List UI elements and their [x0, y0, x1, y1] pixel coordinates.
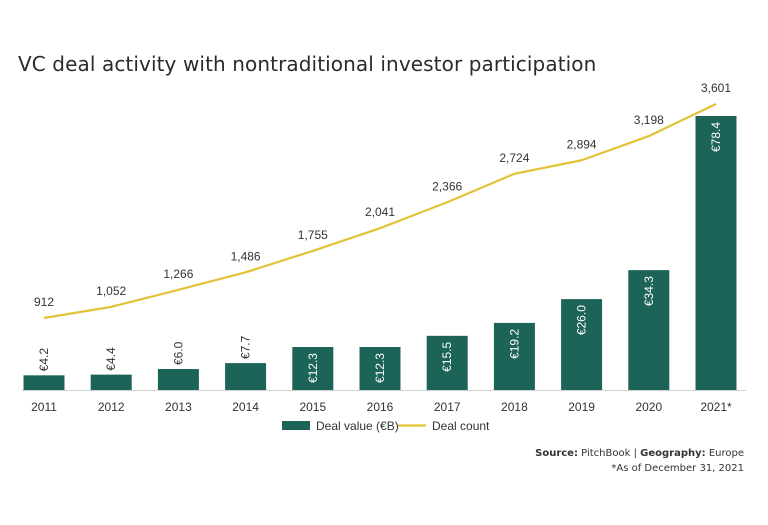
x-axis-tick-labels: 2011 2012 2013 2014 2015 2016 2017 2018 2019 2020… [31, 400, 732, 414]
bar-value-label: €78.4 [709, 122, 723, 152]
bar-value-label: €12.3 [306, 353, 320, 383]
line-series [43, 103, 717, 320]
bar-series [23, 116, 737, 390]
bar [90, 374, 132, 390]
line-value-label: 1,052 [96, 284, 126, 298]
chart-title: VC deal activity with nontraditional inv… [18, 52, 597, 76]
line-value-label: 3,601 [701, 81, 731, 95]
x-tick-label: 2018 [501, 400, 528, 414]
bar [23, 375, 65, 390]
bar [561, 299, 603, 390]
bar-value-label: €34.3 [642, 276, 656, 306]
x-tick-label: 2017 [434, 400, 461, 414]
line-value-label: 2,894 [567, 137, 597, 151]
source-line: Source: PitchBook | Geography: Europe [535, 448, 744, 459]
line-value-label: 2,041 [365, 205, 395, 219]
line-value-label: 912 [34, 295, 54, 309]
x-tick-label: 2020 [635, 400, 662, 414]
x-tick-label: 2013 [165, 400, 192, 414]
x-tick-label: 2014 [232, 400, 259, 414]
deal-count-line [43, 103, 717, 320]
bar [292, 347, 334, 390]
line-value-label: 1,755 [298, 228, 328, 242]
line-value-label: 2,724 [499, 151, 529, 165]
bar [359, 347, 401, 390]
line-value-label: 1,266 [163, 267, 193, 281]
legend-line-label: Deal count [432, 419, 490, 433]
bar-value-label: €7.7 [239, 335, 253, 359]
bar [493, 322, 535, 390]
bar [628, 270, 670, 390]
x-tick-label: 2021* [700, 400, 732, 414]
line-value-labels: 912 1,052 1,266 1,486 1,755 2,041 2,366 2,724 2,… [34, 81, 731, 309]
x-tick-label: 2019 [568, 400, 595, 414]
line-value-label: 2,366 [432, 179, 462, 193]
bar [225, 363, 267, 390]
bar-value-label: €4.4 [104, 347, 118, 371]
x-tick-label: 2011 [31, 400, 57, 414]
bar [157, 369, 199, 390]
legend: Deal value (€B) Deal count [282, 419, 490, 433]
footnote: *As of December 31, 2021 [611, 463, 744, 474]
legend-bar-label: Deal value (€B) [316, 419, 399, 433]
bar [695, 116, 737, 390]
line-value-label: 3,198 [634, 113, 664, 127]
bar-value-label: €6.0 [171, 341, 185, 365]
bar-value-label: €12.3 [373, 353, 387, 383]
x-tick-label: 2016 [367, 400, 394, 414]
x-tick-label: 2012 [98, 400, 125, 414]
bar [426, 335, 468, 390]
bar-value-label: €4.2 [37, 348, 51, 372]
source-note: Source: PitchBook | Geography: Europe *A… [535, 446, 744, 476]
legend-bar-swatch [282, 421, 310, 430]
bar-value-labels: €4.2 €4.4 €6.0 €7.7 €12.3 €12.3 €15.5 €19.2 €26.… [37, 122, 723, 383]
bar-value-label: €26.0 [575, 305, 589, 335]
x-tick-label: 2015 [299, 400, 326, 414]
bar-value-label: €15.5 [440, 342, 454, 372]
line-value-label: 1,486 [231, 249, 261, 263]
bar-value-label: €19.2 [507, 329, 521, 359]
